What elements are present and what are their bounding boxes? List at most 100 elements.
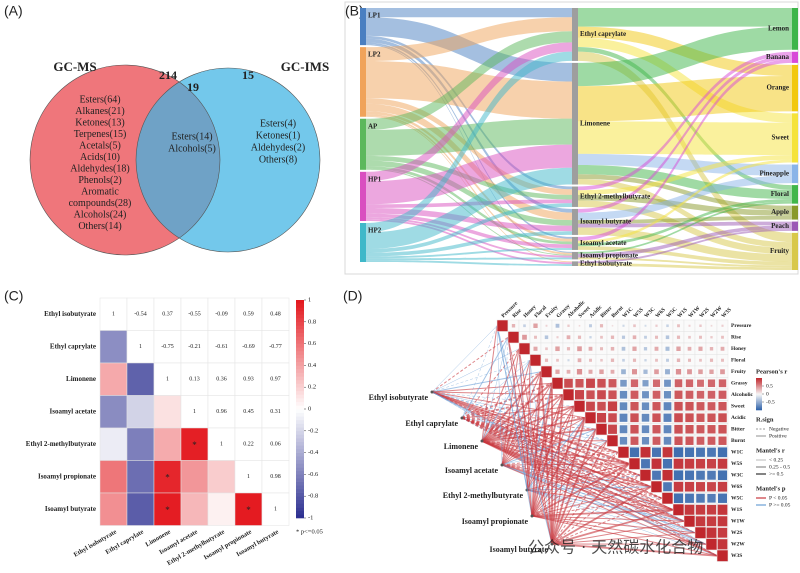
- corr-cell: [696, 436, 705, 445]
- corr-cell: [153, 460, 182, 494]
- corr-value: -0.61: [215, 344, 228, 350]
- corr-value: -0.69: [242, 344, 255, 350]
- mantel-link: [431, 391, 564, 396]
- corr-cell: [676, 346, 681, 351]
- compound-label: Ethyl isobutyrate: [369, 393, 429, 402]
- cell-frame: [126, 330, 155, 364]
- mantel-link: [531, 451, 619, 517]
- colorbar-step: [296, 474, 304, 479]
- overlap-item: Esters(14): [171, 131, 212, 142]
- corr-cell: [651, 458, 662, 469]
- row-label: Acidic: [731, 415, 747, 421]
- sankey-node: [792, 185, 798, 204]
- corr-cell: [586, 378, 595, 388]
- set-item: Terpenes(15): [74, 129, 127, 140]
- colorbar-step: [756, 394, 762, 396]
- corr-cell: [674, 390, 683, 399]
- compound-node: [530, 514, 534, 518]
- flow-link: [578, 263, 792, 270]
- row-label: Ethyl 2-methylbutyrate: [26, 440, 96, 448]
- mantel-link: [461, 337, 509, 419]
- corr-cell: [519, 343, 530, 355]
- corr-cell: [720, 346, 725, 351]
- set-item: Aldehydes(18): [70, 163, 129, 174]
- corr-cell: [575, 378, 584, 388]
- corr-value: 0.22: [243, 442, 254, 448]
- legend-title: R.sign: [756, 416, 774, 423]
- sankey-node: [360, 223, 366, 262]
- set-item: Others(14): [78, 221, 121, 232]
- colorbar-step: [756, 385, 762, 387]
- colorbar-step: [296, 365, 304, 370]
- corr-cell: [707, 390, 716, 399]
- colorbar-step: [296, 448, 304, 453]
- colorbar-step: [296, 488, 304, 493]
- corr-cell: [706, 516, 717, 527]
- mantel-link: [501, 371, 542, 466]
- corr-value: -0.09: [215, 312, 228, 318]
- colorbar-step: [756, 389, 762, 392]
- colorbar-step: [756, 400, 762, 402]
- flow-link: [366, 217, 572, 258]
- flow-link: [578, 257, 792, 268]
- panel-label: (C): [4, 288, 23, 304]
- mantel-link: [551, 406, 575, 545]
- mantel-link: [531, 383, 553, 517]
- colorbar-step: [296, 419, 304, 424]
- corr-cell: [619, 425, 628, 434]
- row-label: W2S: [731, 530, 742, 536]
- corr-value: 0.96: [216, 409, 227, 415]
- colorbar-label: 0: [308, 405, 311, 412]
- cell-frame: [207, 395, 236, 429]
- mantel-link: [526, 383, 553, 491]
- flow-link: [578, 194, 792, 216]
- flow-link: [578, 159, 792, 244]
- overlap-item: Alcohols(5): [168, 143, 216, 154]
- corr-value: 0.06: [270, 442, 281, 448]
- corr-cell: [718, 413, 727, 423]
- flow-link: [578, 199, 792, 247]
- col-label: W3C: [644, 306, 657, 319]
- colorbar-step: [296, 481, 304, 486]
- flow-link: [578, 201, 792, 254]
- colorbar-step: [296, 507, 304, 512]
- row-label: Ethyl caprylate: [50, 342, 96, 350]
- flow-link: [578, 49, 792, 209]
- corr-cell: [555, 323, 560, 328]
- node-label: Limonene: [580, 119, 610, 127]
- corr-cell: [508, 331, 519, 343]
- corr-cell: [696, 470, 705, 480]
- corr-cell: [663, 436, 672, 445]
- mantel-link: [431, 336, 509, 393]
- node-label: LP1: [368, 12, 381, 20]
- corr-cell: [589, 336, 592, 339]
- mantel-link: [551, 520, 685, 545]
- corr-cell: [632, 346, 637, 351]
- corr-cell: [684, 447, 695, 458]
- colorbar-step: [296, 485, 304, 490]
- col-label: Ethyl isobutyrate: [73, 528, 118, 558]
- legend-title: Mantel's r: [756, 447, 785, 454]
- corr-cell: [566, 369, 571, 374]
- corr-cell: [555, 346, 560, 352]
- set-item: Esters(64): [79, 94, 120, 105]
- corr-value: 1: [274, 507, 277, 513]
- mantel-link: [501, 464, 674, 511]
- corr-value: 1: [166, 377, 169, 383]
- corr-cell: [717, 550, 728, 562]
- corr-cell: [608, 379, 617, 388]
- corr-cell: [673, 504, 684, 516]
- corr-cell: [567, 359, 570, 362]
- corr-cell: [687, 358, 692, 362]
- corr-cell: [642, 380, 649, 387]
- corr-cell: [718, 379, 727, 388]
- cell-frame: [261, 460, 290, 494]
- set-item: compounds(28): [69, 198, 132, 209]
- corr-cell: [665, 346, 670, 351]
- flow-link: [366, 257, 572, 261]
- flow-link: [578, 55, 792, 213]
- corr-cell: [696, 493, 705, 503]
- corr-cell: [552, 377, 563, 389]
- sankey-node: [360, 8, 366, 46]
- corr-cell: [644, 324, 647, 327]
